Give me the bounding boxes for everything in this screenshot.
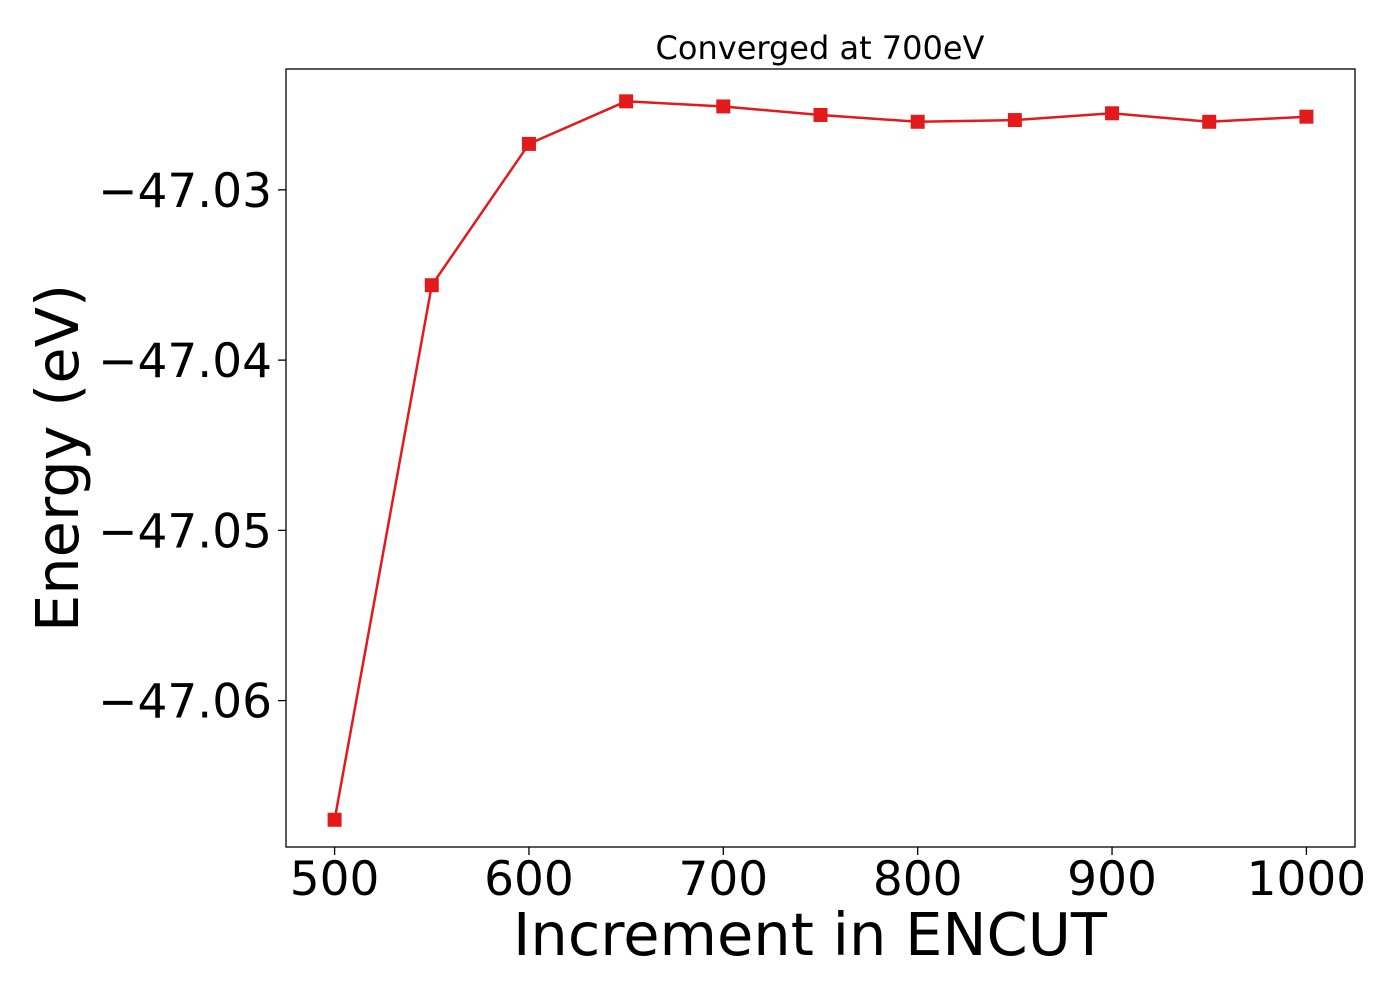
- data-point-marker: [813, 107, 828, 122]
- data-point-marker: [1105, 106, 1120, 121]
- data-point-marker: [1007, 113, 1022, 128]
- y-tick-label: −47.03: [98, 164, 272, 219]
- x-tick-label: 500: [290, 852, 380, 907]
- chart-title: Converged at 700eV: [656, 29, 985, 67]
- y-tick-label: −47.05: [98, 504, 272, 559]
- y-tick-label: −47.06: [98, 675, 272, 730]
- y-axis-ticks: −47.03 −47.04 −47.05 −47.06: [98, 164, 286, 730]
- data-point-marker: [521, 136, 536, 151]
- x-axis-ticks: 500 600 700 800 900 1000: [290, 847, 1366, 907]
- data-point-marker: [327, 812, 342, 827]
- energy-series-markers: [327, 94, 1314, 827]
- data-point-marker: [1299, 109, 1314, 124]
- x-tick-label: 800: [873, 852, 963, 907]
- x-tick-label: 1000: [1247, 852, 1367, 907]
- x-tick-label: 700: [678, 852, 768, 907]
- x-tick-label: 600: [484, 852, 574, 907]
- x-axis-label: Increment in ENCUT: [513, 900, 1108, 969]
- y-tick-label: −47.04: [98, 334, 272, 389]
- data-point-marker: [910, 114, 925, 129]
- plot-area-frame: [285, 68, 1356, 848]
- data-point-marker: [619, 94, 634, 109]
- data-point-marker: [424, 278, 439, 293]
- x-tick-label: 900: [1067, 852, 1157, 907]
- data-point-marker: [1202, 114, 1217, 129]
- y-axis-label: Energy (eV): [23, 284, 92, 632]
- data-point-marker: [716, 99, 731, 114]
